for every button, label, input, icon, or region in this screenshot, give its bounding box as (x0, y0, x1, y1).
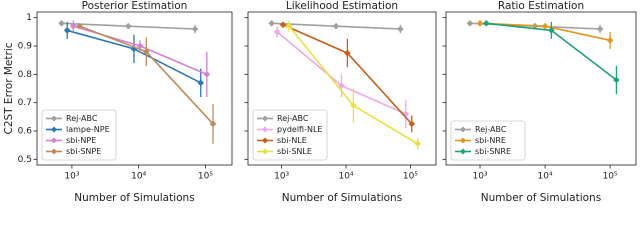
figure: Posterior Estimation Number of Simulation… (3, 0, 637, 204)
data-point (279, 21, 287, 29)
x-tick-label: 10⁵ (403, 172, 418, 182)
legend-label: sbi-NPE (66, 136, 96, 145)
legend-label: sbi-SNRE (475, 147, 511, 156)
chart-title: Ratio Estimation (498, 0, 584, 12)
x-tick-label: 10³ (274, 172, 289, 182)
legend: Rej-ABC sbi-NRE sbi-SNRE (450, 120, 526, 161)
y-tick-label: 0.8 (18, 70, 33, 80)
data-point (70, 22, 77, 30)
data-point (285, 22, 293, 30)
legend-marker (51, 137, 57, 144)
legend-marker (262, 137, 268, 144)
legend-marker (460, 126, 466, 133)
data-point (338, 82, 345, 89)
chart-title: Likelihood Estimation (286, 0, 398, 12)
data-point (203, 71, 211, 78)
data-point (397, 25, 404, 33)
x-axis-label: Number of Simulations (282, 192, 402, 204)
y-tick-label: 0.7 (18, 98, 32, 108)
data-point (408, 120, 416, 128)
data-point (476, 20, 484, 27)
data-point (548, 27, 555, 34)
x-tick-label: 10⁴ (131, 172, 146, 182)
x-tick-label: 10⁴ (338, 172, 353, 182)
legend-marker (262, 115, 268, 122)
series (268, 20, 404, 34)
legend: Rej-ABC lampe-NPE sbi-NPE sbi-SNPE (41, 109, 117, 161)
data-point (63, 27, 71, 34)
data-point (76, 22, 83, 30)
legend-box (41, 109, 117, 161)
legend-label: sbi-SNLE (277, 147, 312, 156)
series (63, 21, 205, 97)
data-point (466, 20, 474, 27)
data-point (541, 22, 549, 30)
x-tick-label: 10⁵ (198, 172, 213, 182)
data-point (125, 22, 132, 30)
legend: Rej-ABC pydelfi-NLE sbi-NLE sbi-SNLE (252, 109, 328, 161)
data-point (596, 25, 604, 33)
data-point (191, 25, 199, 33)
plot-frame (445, 11, 637, 166)
y-tick-label: 0.9 (18, 42, 33, 52)
x-tick-label: 10³ (64, 172, 79, 182)
legend-marker (460, 137, 466, 144)
legend-label: Rej-ABC (277, 114, 309, 123)
x-tick-label: 10⁵ (603, 172, 618, 182)
data-point (136, 42, 144, 50)
legend-label: sbi-NLE (277, 136, 307, 145)
data-point (350, 102, 357, 109)
legend-marker (262, 126, 268, 133)
series (285, 20, 422, 150)
y-tick-label: 0.6 (18, 127, 33, 137)
x-axis-label: Number of Simulations (74, 192, 194, 204)
plot-frame (36, 11, 233, 166)
data-point (344, 49, 351, 57)
x-tick-label: 10³ (472, 172, 487, 182)
y-axis-label: C2ST Error Metric (3, 42, 15, 134)
data-point (613, 76, 620, 84)
legend-label: lampe-NPE (66, 125, 110, 134)
data-point (142, 48, 150, 55)
legend-box (252, 109, 328, 161)
series (483, 20, 620, 95)
plot-frame (247, 11, 437, 166)
legend-marker (51, 126, 57, 133)
chart-title: Posterior Estimation (82, 0, 188, 12)
data-point (483, 20, 490, 27)
series (76, 22, 217, 144)
series-line (276, 31, 407, 115)
data-point (606, 37, 614, 44)
data-point (268, 20, 275, 27)
data-point (273, 28, 281, 36)
x-tick-label: 10⁴ (538, 172, 553, 182)
legend-label: Rej-ABC (475, 125, 507, 134)
series (273, 26, 410, 129)
legend-marker (262, 148, 268, 155)
legend-label: sbi-NRE (475, 136, 506, 145)
y-tick-label: 0.5 (18, 155, 32, 165)
data-point (58, 20, 65, 27)
legend-label: sbi-SNPE (66, 147, 101, 156)
legend-marker (460, 148, 466, 155)
data-point (209, 120, 217, 128)
data-point (332, 22, 340, 30)
legend-box (450, 120, 526, 161)
series (70, 20, 211, 97)
data-point (414, 140, 422, 148)
data-point (402, 110, 410, 118)
series (58, 20, 199, 34)
legend-label: pydelfi-NLE (277, 125, 322, 134)
legend-marker (51, 115, 57, 122)
x-axis-label: Number of Simulations (481, 192, 601, 204)
legend-marker (51, 148, 57, 155)
y-tick-label: 1 (26, 13, 32, 23)
series (279, 21, 416, 133)
data-point (197, 79, 205, 87)
legend-label: Rej-ABC (66, 114, 98, 123)
